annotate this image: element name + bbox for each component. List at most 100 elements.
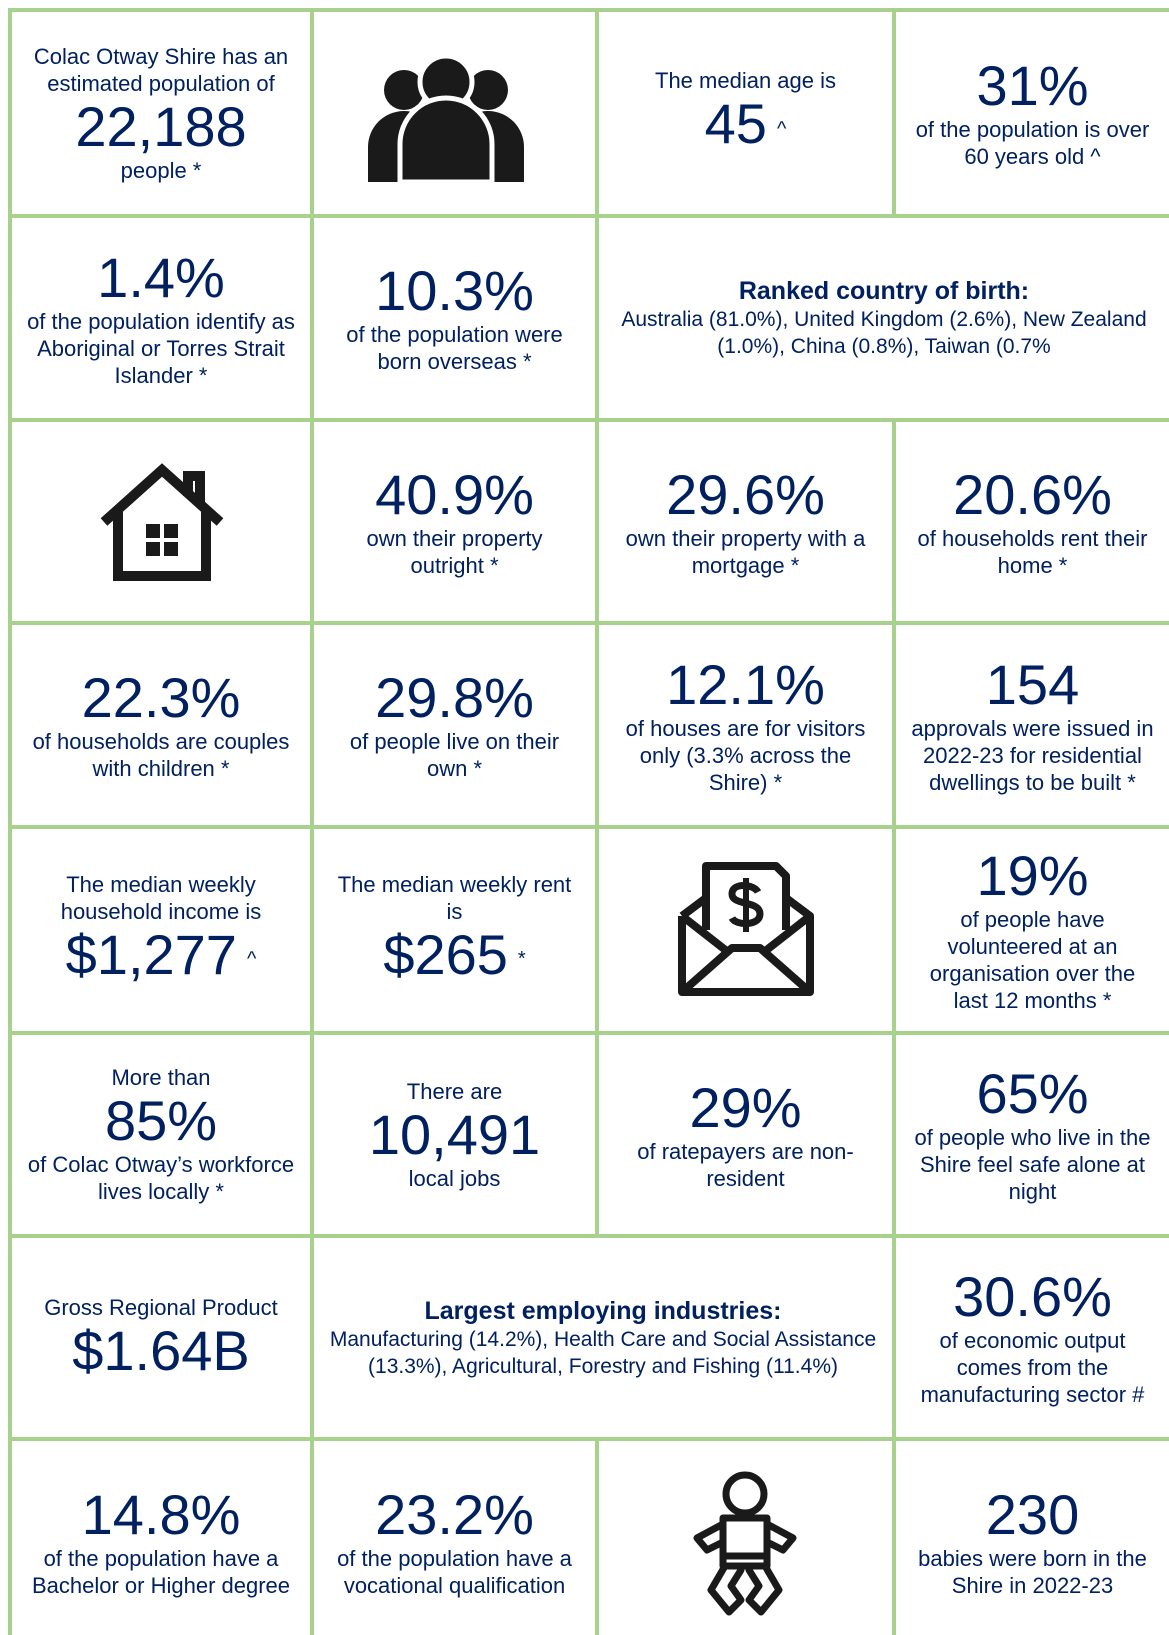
description: of the population identify as Aboriginal… [27,308,295,388]
figure: 10,491 [368,1102,541,1166]
figure: 22,188 [75,94,247,158]
figure-line: 23.2% [375,1485,534,1545]
description: of the population have a Bachelor or Hig… [31,1546,291,1598]
figure-line: 22,188 [75,94,247,158]
figure: 10.3% [375,259,534,322]
stat-cell: 22.3% of households are couples with chil… [8,621,314,829]
stat-cell: The median weekly rent is $265 * [310,825,599,1035]
footnote-mark: ^ [246,948,257,971]
figure-line: 85% [105,1091,217,1151]
stat-cell: There are 10,491 local jobs [310,1031,599,1238]
description: people * [120,157,202,183]
stat-cell: 19% of people have volunteered at an orga… [892,825,1169,1035]
figure-line: 40.9% [375,464,534,525]
figure-line: $1,277 ^ [65,922,257,989]
figure: 22.3% [81,666,241,729]
people-icon [368,53,524,182]
figure: 65% [976,1062,1089,1125]
figure-line: 230 [986,1485,1079,1545]
figure-line: $1.64B [72,1321,250,1381]
icon-cell [595,1437,896,1635]
figure-line: 20.6% [953,462,1112,526]
figure-line: 154 [985,652,1080,716]
figure: 230 [985,1483,1080,1546]
stat-cell: 40.9% own their property outright * [310,418,599,625]
description: local jobs [408,1165,501,1191]
description: of the population is over 60 years old ^ [915,117,1150,169]
description: of ratepayers are non-resident [637,1138,854,1191]
figure-line: 29.8% [375,668,534,728]
figure: 12.1% [666,652,825,716]
figure-line: 22.3% [82,668,241,728]
stat-cell: The median weekly household income is $1,… [8,825,314,1035]
figure: 20.6% [953,462,1112,526]
lead-text: More than [111,1065,211,1090]
figure-line: 12.1% [666,652,825,716]
description: of people who live in the Shire feel saf… [914,1125,1151,1204]
figure: 1.4% [97,245,225,309]
stat-cell: 30.6% of economic output comes from the m… [892,1234,1169,1441]
stat-cell: 23.2% of the population have a vocational… [310,1437,599,1635]
heading: Ranked country of birth: [738,277,1030,305]
figure: 85% [104,1089,218,1152]
figure: 30.6% [953,1265,1112,1328]
lead-text: Gross Regional Product [44,1295,278,1320]
icon-cell [310,8,599,218]
description: of people have volunteered at an organis… [929,907,1136,1013]
figure: 19% [976,844,1089,907]
lead-text: The median weekly rent is [337,871,572,924]
figure: 14.8% [81,1483,241,1546]
figure: 154 [985,652,1080,716]
figure: 29.8% [375,666,534,729]
stat-cell: Ranked country of birth: Australia (81.0%… [595,214,1169,422]
icon-cell [8,418,314,625]
stat-cell: 29.8% of people live on their own * [310,621,599,829]
stat-cell: 29.6% own their property with a mortgage … [595,418,896,625]
lead-text: There are [406,1078,503,1104]
stat-cell: 14.8% of the population have a Bachelor o… [8,1437,314,1635]
description: of houses are for visitors only (3.3% ac… [625,715,866,795]
baby-icon [693,1471,797,1616]
footnote-mark: ^ [776,117,787,140]
description: Manufacturing (14.2%), Health Care and S… [329,1327,877,1378]
figure-line: 31% [976,56,1088,116]
description: of households are couples with children … [32,729,290,781]
figure: $1,277 [65,922,237,986]
description: of the population were born overseas * [346,322,563,374]
description: approvals were issued in 2022-23 for res… [911,715,1154,795]
figure-line: 30.6% [953,1267,1112,1327]
description: own their property outright * [366,525,543,578]
description: of households rent their home * [917,525,1148,578]
figure-line: 29% [689,1075,802,1139]
lead-text: The median age is [655,68,836,94]
figure-line: 19% [976,846,1088,906]
stat-cell: More than 85% of Colac Otway’s workforce l… [8,1031,314,1238]
stat-cell: The median age is 45 ^ [595,8,896,218]
stat-cell: 29% of ratepayers are non-resident [595,1031,896,1238]
figure-line: 45 ^ [705,94,787,158]
stat-cell: 230 babies were born in the Shire in 2022… [892,1437,1169,1635]
figure: 29% [689,1075,802,1139]
stat-cell: 154 approvals were issued in 2022-23 for … [892,621,1169,829]
stat-cell: 20.6% of households rent their home * [892,418,1169,625]
stat-cell: 10.3% of the population were born oversea… [310,214,599,422]
figure: 29.6% [666,462,825,526]
stat-cell: 12.1% of houses are for visitors only (3.… [595,621,896,829]
figure: $1.64B [72,1319,250,1382]
figure: 31% [976,54,1089,117]
stat-cell: Largest employing industries: Manufacturi… [310,1234,896,1441]
description: of economic output comes from the manufa… [920,1328,1145,1407]
lead-text: Colac Otway Shire has an estimated popul… [33,43,289,96]
description: own their property with a mortgage * [625,525,866,578]
stat-cell: 65% of people who live in the Shire feel … [892,1031,1169,1238]
heading: Largest employing industries: [424,1296,782,1325]
footnote-mark: * [517,948,526,971]
stat-cell: Colac Otway Shire has an estimated popul… [8,8,314,218]
stat-cell: 1.4% of the population identify as Aborig… [8,214,314,422]
stat-cell: 31% of the population is over 60 years ol… [892,8,1169,218]
lead-text: The median weekly household income is [60,871,262,924]
description: of Colac Otway’s workforce lives locally… [27,1152,295,1204]
envelope-icon [678,862,814,996]
figure: 45 [704,92,767,156]
house-icon [100,463,224,581]
